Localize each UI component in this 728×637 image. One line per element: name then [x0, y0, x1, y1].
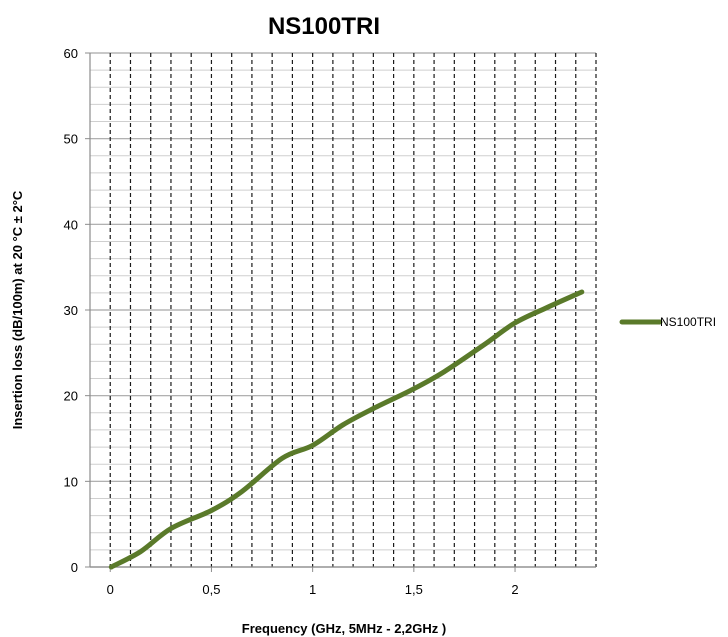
x-axis-label: Frequency (GHz, 5MHz - 2,2GHz ) — [242, 621, 446, 636]
legend: NS100TRI — [619, 315, 716, 329]
x-tick-label: 0,5 — [202, 582, 220, 597]
y-tick-label: 60 — [64, 46, 78, 61]
legend-label-ns100tri: NS100TRI — [660, 315, 716, 329]
y-tick-label: 40 — [64, 217, 78, 232]
series-line-ns100tri — [108, 289, 585, 570]
y-tick-label: 10 — [64, 474, 78, 489]
x-tick-label: 1,5 — [405, 582, 423, 597]
series-group — [108, 289, 585, 570]
y-tick-label: 30 — [64, 303, 78, 318]
x-tick-label: 2 — [511, 582, 518, 597]
chart-title: NS100TRI — [268, 13, 380, 40]
grid-minor-horizontal — [90, 69, 596, 551]
grid-major-horizontal — [90, 52, 596, 568]
y-axis-label: Insertion loss (dB/100m) at 20 °C ± 2°C — [10, 190, 25, 429]
y-tick-labels: 0 10 20 30 40 50 60 — [64, 46, 90, 575]
x-tick-label: 1 — [309, 582, 316, 597]
grid-vertical — [109, 53, 597, 567]
y-tick-label: 0 — [71, 560, 78, 575]
x-tick-labels: 0 0,5 1 1,5 2 — [107, 567, 519, 597]
y-tick-label: 20 — [64, 389, 78, 404]
x-tick-label: 0 — [107, 582, 114, 597]
y-tick-label: 50 — [64, 132, 78, 147]
